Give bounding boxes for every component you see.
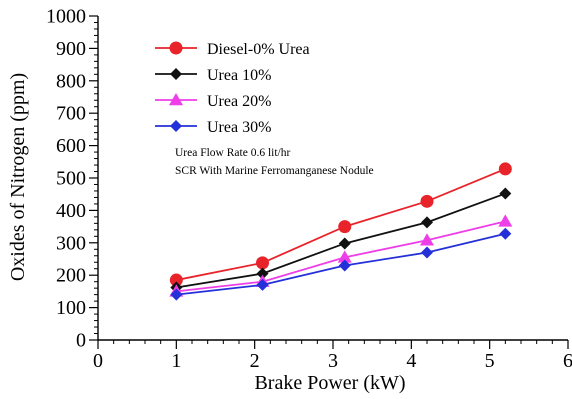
data-point [256,256,269,270]
data-point [338,220,352,234]
legend-label: Urea 10% [207,67,271,84]
series-line [176,220,506,293]
data-point [421,246,433,259]
data-point [420,194,434,208]
y-tick-label: 900 [56,38,86,60]
legend-item: Urea 30% [155,119,271,136]
annotations: Urea Flow Rate 0.6 lit/hr SCR With Marine… [175,147,374,177]
data-point [420,233,434,246]
y-tick-label: 500 [56,168,86,190]
legend: Diesel-0% Urea Urea 10% Urea 20% Urea 30% [155,41,310,136]
data-point [170,288,183,301]
data-point [499,227,512,240]
x-tick-label: 4 [406,350,416,372]
series-2 [170,187,512,294]
x-tick-label: 0 [93,350,103,372]
annotation-text: SCR With Marine Ferromanganese Nodule [175,165,374,177]
y-tick-label: 0 [76,330,86,352]
legend-label: Diesel-0% Urea [207,41,310,58]
legend-item: Urea 20% [155,93,271,110]
y-tick-label: 100 [56,297,86,319]
x-tick-label: 6 [563,350,572,372]
series-4 [170,227,512,301]
y-tick-label: 800 [56,70,86,92]
legend-marker [170,120,182,132]
annotation-text: Urea Flow Rate 0.6 lit/hr [175,147,290,159]
legend-label: Urea 30% [207,119,271,136]
data-point [256,278,269,291]
series-1 [169,162,512,287]
data-point [338,259,351,272]
y-tick-label: 700 [56,103,86,125]
legend-marker [169,93,183,106]
x-tick-label: 3 [328,350,338,372]
x-axis-title: Brake Power (kW) [254,372,405,394]
axes: 0 100 200 300 400 500 600 700 800 900 1000 0 1 2 3 4 5 6 [46,6,572,373]
series-group [169,162,513,301]
y-tick-label: 200 [56,265,86,287]
y-axis-title: Oxides of Nitrogen (ppm) [7,73,29,281]
data-point [498,162,512,176]
data-point [256,267,269,280]
x-tick-label: 1 [171,350,181,372]
data-point [337,250,352,263]
y-tick-label: 600 [56,135,86,157]
legend-marker [170,68,182,80]
legend-marker [169,41,183,55]
legend-label: Urea 20% [207,93,271,110]
y-tick-label: 1000 [46,6,86,28]
series-line [176,192,506,289]
data-point [498,214,513,227]
data-point [499,187,512,200]
data-point [421,216,433,229]
data-point [169,273,183,287]
y-tick-label: 300 [56,232,86,254]
x-tick-label: 2 [250,350,260,372]
x-tick-label: 5 [485,350,495,372]
legend-item: Urea 10% [155,67,271,84]
legend-item: Diesel-0% Urea [155,41,310,58]
y-tick-label: 400 [56,200,86,222]
data-point [338,237,351,250]
